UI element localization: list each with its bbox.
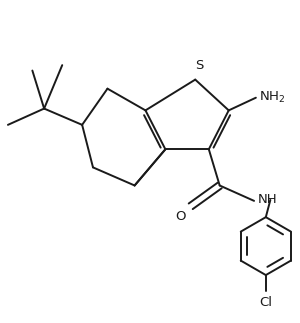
Text: Cl: Cl — [259, 296, 272, 309]
Text: S: S — [195, 59, 203, 72]
Text: O: O — [175, 210, 185, 223]
Text: NH$_2$: NH$_2$ — [260, 90, 286, 105]
Text: NH: NH — [258, 193, 277, 205]
